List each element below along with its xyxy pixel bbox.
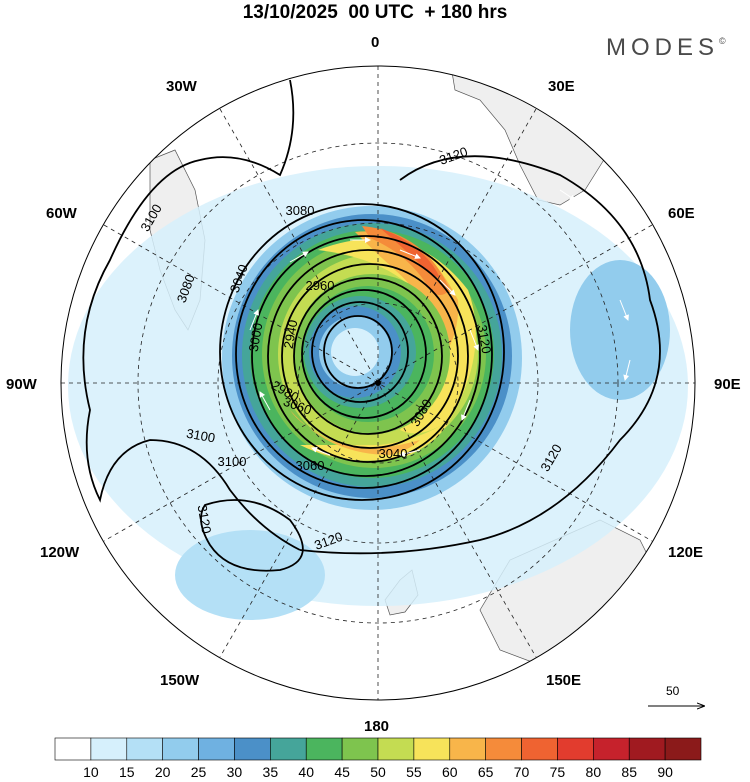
colorbar-swatch — [628, 737, 666, 761]
contour-label: 3100 — [185, 426, 216, 446]
colorbar-tick-label: 60 — [441, 764, 458, 780]
brand-logo: MODES© — [606, 34, 726, 62]
colorbar-tick-label: 85 — [621, 764, 637, 780]
colorbar-swatch — [126, 737, 163, 761]
contour-label: 2940 — [281, 319, 301, 350]
lon-label-30e: 30E — [548, 78, 575, 95]
contour-label: 3100 — [218, 454, 247, 469]
colorbar — [54, 737, 702, 761]
colorbar-tick-label: 55 — [406, 764, 422, 780]
colorbar-swatch — [341, 737, 379, 761]
colorbar-swatch — [485, 737, 522, 761]
colorbar-swatch — [449, 737, 486, 761]
brand-text: MODES — [606, 34, 720, 61]
colorbar-tick-label: 10 — [83, 764, 99, 780]
colorbar-swatch — [557, 737, 594, 761]
colorbar-tick-label: 30 — [226, 764, 243, 780]
colorbar-swatch — [593, 737, 630, 761]
lon-label-150e: 150E — [546, 672, 582, 689]
colorbar-swatch — [305, 737, 343, 761]
colorbar-tick-label: 25 — [190, 764, 207, 780]
south-pole-marker — [375, 380, 381, 386]
colorbar-swatch — [377, 737, 415, 761]
contour-label: 3000 — [246, 322, 266, 353]
contour-label: 3080 — [286, 203, 315, 218]
lon-label-180: 180 — [364, 718, 390, 735]
colorbar-tick-label: 70 — [513, 764, 530, 780]
colorbar-swatch — [270, 737, 307, 761]
lon-label-0: 0 — [371, 34, 380, 51]
height-contours — [82, 79, 661, 572]
colorbar-tick-label: 75 — [549, 764, 566, 780]
colorbar-tick-label: 45 — [334, 764, 350, 780]
colorbar-tick-label: 90 — [657, 764, 673, 780]
colorbar-swatch — [198, 737, 235, 761]
colorbar-tick-label: 40 — [298, 764, 314, 780]
lon-label-120e: 120E — [668, 544, 704, 561]
lon-label-60e: 60E — [668, 205, 695, 222]
wind-vectors — [249, 189, 631, 457]
contour-label: 3120 — [475, 324, 495, 355]
graticule — [61, 66, 695, 700]
colorbar-tick-label: 15 — [118, 764, 135, 780]
contour-label: 3060 — [296, 458, 325, 473]
map-border — [60, 65, 696, 701]
colorbar-swatch — [90, 737, 128, 761]
colorbar-tick-label: 20 — [154, 764, 171, 780]
colorbar-swatch — [234, 737, 271, 761]
colorbar-swatch — [664, 737, 702, 761]
contour-label: 3100 — [43, 356, 58, 385]
lon-label-60w: 60W — [46, 205, 77, 222]
lon-label-150w: 150W — [160, 672, 200, 689]
reference-vector-label: 50 — [666, 684, 680, 698]
colorbar-tick-label: 50 — [370, 764, 386, 780]
contour-label: 3040 — [379, 446, 408, 461]
colorbar-swatch — [162, 737, 199, 761]
colorbar-swatch — [413, 737, 451, 761]
lon-label-90w: 90W — [6, 376, 37, 393]
colorbar-swatch — [521, 737, 558, 761]
colorbar-tick-label: 35 — [262, 764, 279, 780]
lon-label-90e: 90E — [714, 376, 741, 393]
lon-label-120w: 120W — [40, 544, 80, 561]
lon-label-30w: 30W — [166, 78, 197, 95]
contour-label: 3120 — [195, 504, 215, 535]
chart-title: 13/10/2025 00 UTC + 180 hrs — [242, 2, 508, 23]
colorbar-swatch — [54, 737, 92, 761]
colorbar-tick-label: 80 — [585, 764, 602, 780]
colorbar-tick-label: 65 — [477, 764, 494, 780]
contour-label: 2960 — [306, 278, 335, 293]
brand-mark: © — [719, 36, 726, 46]
